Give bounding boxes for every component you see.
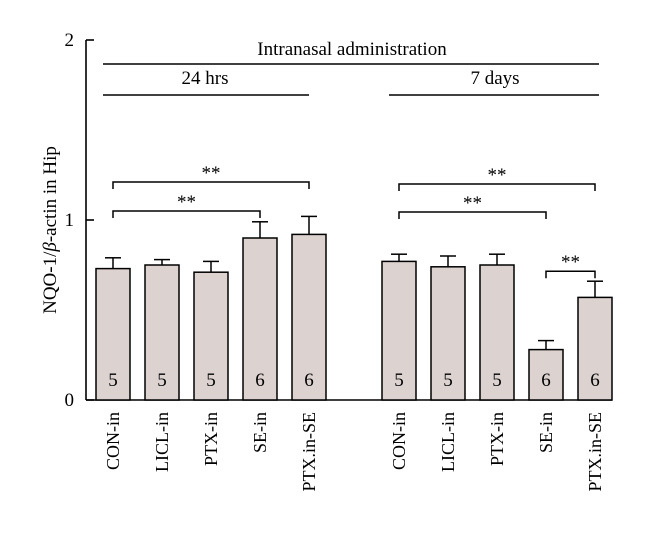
sample-size-label: 5 bbox=[206, 370, 216, 391]
significance-label: ** bbox=[488, 165, 507, 186]
sample-size-label: 5 bbox=[394, 370, 404, 391]
significance-bracket bbox=[398, 211, 547, 219]
bar bbox=[528, 348, 564, 401]
x-tick-label: LICL-in bbox=[438, 412, 458, 472]
sample-size-label: 5 bbox=[443, 370, 453, 391]
plot-area: 0 1 2 5 CON-in 5 LICL-in 5 PTX-in 6 SE-in 6 PTX.in-S… bbox=[65, 30, 613, 492]
x-tick-label: PTX-in bbox=[201, 412, 221, 466]
bar bbox=[291, 233, 327, 401]
bar bbox=[242, 237, 278, 401]
significance-label: ** bbox=[561, 252, 580, 273]
y-tick-label: 0 bbox=[65, 390, 75, 411]
x-tick-label: SE-in bbox=[250, 412, 270, 453]
x-tick-label: CON-in bbox=[389, 412, 409, 470]
group-label-7days: 7 days bbox=[470, 68, 519, 89]
y-axis-label-beta: β bbox=[40, 242, 61, 253]
significance-label: ** bbox=[463, 193, 482, 214]
y-axis-label-part1: NQO-1/ bbox=[40, 251, 61, 314]
sample-size-label: 6 bbox=[304, 370, 314, 391]
x-tick-label: CON-in bbox=[103, 412, 123, 470]
significance-label: ** bbox=[177, 192, 196, 213]
bar bbox=[430, 266, 466, 401]
x-tick-label: PTX.in-SE bbox=[585, 412, 605, 492]
bar bbox=[577, 296, 613, 401]
sample-size-label: 5 bbox=[492, 370, 502, 391]
y-tick-label: 1 bbox=[65, 210, 75, 231]
sample-size-label: 5 bbox=[157, 370, 167, 391]
x-tick-label: LICL-in bbox=[152, 412, 172, 472]
significance-bracket bbox=[398, 183, 596, 191]
sample-size-label: 6 bbox=[541, 370, 551, 391]
sample-size-label: 6 bbox=[255, 370, 265, 391]
bar bbox=[95, 267, 131, 401]
significance-label: ** bbox=[202, 163, 221, 184]
x-tick-label: SE-in bbox=[536, 412, 556, 453]
significance-bracket bbox=[112, 181, 310, 189]
y-axis-label-part2: -actin in Hip bbox=[40, 146, 61, 242]
x-tick-label: PTX.in-SE bbox=[299, 412, 319, 492]
y-tick-label: 2 bbox=[65, 30, 75, 51]
sample-size-label: 6 bbox=[590, 370, 600, 391]
group-label-24hrs: 24 hrs bbox=[182, 68, 229, 89]
bar bbox=[381, 260, 417, 401]
significance-bracket bbox=[545, 270, 596, 279]
x-tick-label: PTX-in bbox=[487, 412, 507, 466]
y-axis-label: NQO-1/β-actin in Hip bbox=[40, 146, 61, 314]
chart-title: Intranasal administration bbox=[257, 39, 447, 60]
significance-bracket bbox=[112, 210, 261, 218]
sample-size-label: 5 bbox=[108, 370, 118, 391]
